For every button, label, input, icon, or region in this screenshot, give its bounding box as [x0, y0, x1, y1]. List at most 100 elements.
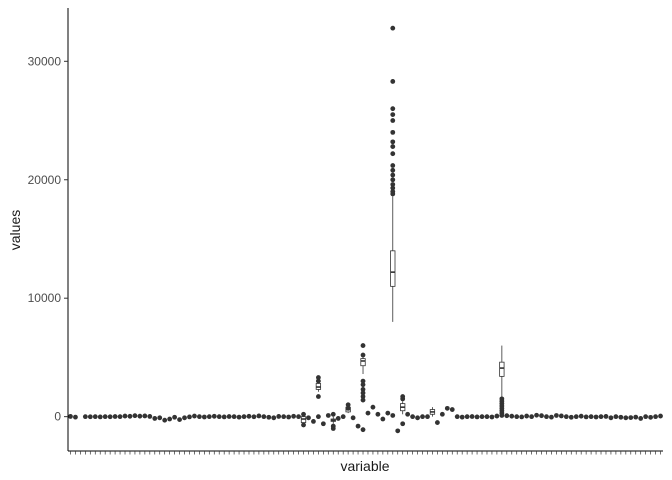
outlier-point	[390, 163, 396, 168]
outlier-point	[345, 402, 351, 408]
data-point	[653, 414, 658, 420]
data-point	[489, 414, 495, 420]
data-point	[177, 417, 182, 423]
data-point	[296, 414, 301, 420]
data-point	[226, 414, 232, 419]
data-point	[172, 414, 178, 420]
data-point	[544, 414, 549, 420]
data-point	[643, 414, 649, 420]
outlier-point	[390, 112, 396, 118]
outlier-point	[345, 405, 351, 411]
data-point	[350, 415, 356, 421]
chart-marks	[68, 25, 663, 434]
outlier-point	[499, 410, 505, 416]
data-point	[618, 414, 624, 420]
data-point	[529, 414, 535, 420]
data-point	[187, 414, 192, 420]
outlier-point	[360, 352, 366, 358]
data-point	[82, 414, 88, 420]
data-point	[514, 414, 520, 420]
data-point	[434, 420, 440, 425]
x-ticks	[70, 451, 661, 455]
data-point	[315, 414, 321, 420]
data-point	[479, 414, 485, 420]
outlier-point	[360, 394, 366, 399]
outlier-point	[390, 129, 396, 135]
outlier-point	[301, 422, 306, 428]
data-point	[420, 414, 425, 420]
data-point	[167, 416, 173, 422]
data-point	[633, 414, 639, 420]
data-point	[603, 414, 609, 419]
data-point	[286, 414, 292, 420]
data-point	[157, 415, 163, 421]
data-point	[221, 414, 227, 420]
data-point	[613, 414, 619, 420]
boxplot	[499, 345, 505, 416]
outlier-point	[360, 397, 366, 403]
data-point	[380, 416, 386, 422]
data-point	[246, 413, 252, 419]
data-point	[241, 414, 247, 420]
outlier-point	[390, 106, 396, 112]
data-point	[494, 413, 500, 419]
data-point	[360, 427, 366, 433]
y-tick-label: 30000	[28, 54, 62, 68]
data-point	[405, 411, 411, 417]
data-point	[563, 414, 569, 420]
data-point	[152, 416, 158, 421]
data-point	[370, 404, 376, 410]
box	[360, 358, 366, 367]
data-point	[484, 414, 490, 420]
data-point	[539, 413, 544, 419]
data-point	[553, 413, 559, 418]
data-point	[623, 415, 629, 421]
data-point	[211, 413, 217, 419]
data-point	[459, 414, 465, 420]
data-point	[385, 410, 391, 416]
data-point	[628, 415, 634, 420]
data-point	[162, 417, 168, 423]
data-point	[410, 414, 416, 420]
data-point	[137, 413, 143, 419]
outlier-point	[315, 375, 321, 380]
data-point	[92, 414, 98, 420]
data-point	[147, 414, 153, 419]
outlier-point	[390, 167, 396, 173]
data-point	[261, 414, 267, 420]
outlier-point	[301, 411, 306, 417]
data-point	[464, 414, 470, 420]
data-point	[524, 413, 530, 419]
y-tick-label: 0	[54, 410, 61, 424]
data-point	[415, 415, 420, 421]
data-point	[192, 413, 197, 419]
outlier-point	[390, 25, 396, 31]
x-axis-title: variable	[340, 458, 389, 474]
data-point	[281, 414, 287, 420]
outlier-point	[400, 396, 406, 402]
data-point	[127, 413, 133, 419]
data-point	[107, 414, 113, 420]
boxplot	[360, 343, 366, 403]
outlier-point	[315, 394, 321, 399]
outlier-point	[390, 151, 396, 157]
outlier-point	[360, 390, 366, 396]
data-point	[578, 413, 584, 419]
outlier-point	[390, 139, 396, 145]
outlier-point	[360, 387, 366, 392]
outlier-point	[360, 382, 366, 388]
outlier-point	[390, 191, 396, 197]
axes: 0 10000 20000 30000	[28, 8, 663, 455]
data-point	[231, 414, 237, 420]
data-point	[340, 414, 346, 420]
outlier-point	[360, 343, 366, 348]
data-point	[568, 414, 574, 420]
boxplot	[315, 375, 322, 399]
data-point	[196, 414, 202, 420]
data-point	[375, 411, 381, 417]
data-point	[330, 411, 336, 417]
data-point	[549, 414, 554, 420]
data-point	[598, 414, 604, 420]
data-point	[311, 418, 316, 424]
